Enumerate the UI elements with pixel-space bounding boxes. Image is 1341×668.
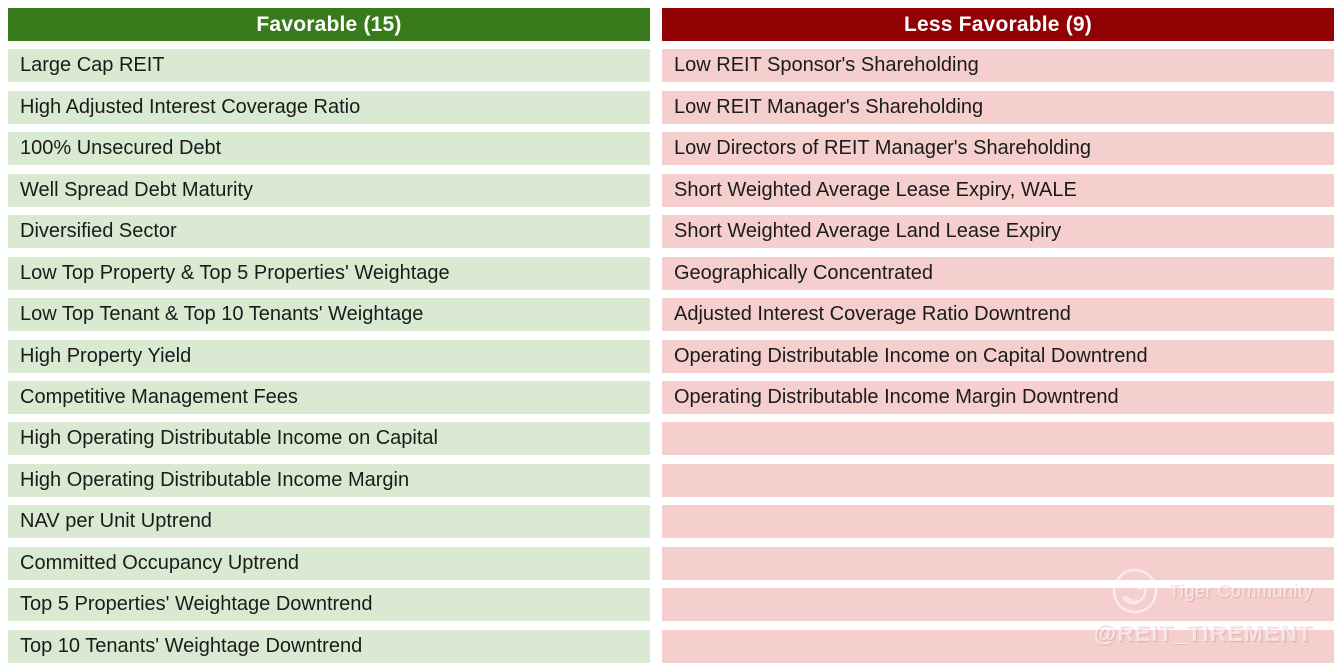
row-label: Low REIT Manager's Shareholding bbox=[674, 95, 984, 118]
table-row: Operating Distributable Income on Capita… bbox=[662, 339, 1334, 373]
table-row: Top 10 Tenants' Weightage Downtrend bbox=[8, 629, 650, 663]
favorable-column: Favorable (15) Large Cap REIT High Adjus… bbox=[8, 8, 650, 664]
table-row: Large Cap REIT bbox=[8, 49, 650, 83]
row-label: Geographically Concentrated bbox=[674, 261, 934, 284]
less-favorable-rows: Low REIT Sponsor's Shareholding Low REIT… bbox=[662, 49, 1334, 663]
table-row: Short Weighted Average Lease Expiry, WAL… bbox=[662, 173, 1334, 207]
table-row: Low Directors of REIT Manager's Sharehol… bbox=[662, 132, 1334, 166]
table-row: High Property Yield bbox=[8, 339, 650, 373]
row-label: Diversified Sector bbox=[20, 220, 177, 243]
row-label: Top 5 Properties' Weightage Downtrend bbox=[20, 593, 373, 616]
table-row: Low REIT Sponsor's Shareholding bbox=[662, 49, 1334, 83]
row-label: Short Weighted Average Lease Expiry, WAL… bbox=[674, 178, 1077, 201]
table-row: Operating Distributable Income Margin Do… bbox=[662, 380, 1334, 414]
table-row: Short Weighted Average Land Lease Expiry bbox=[662, 215, 1334, 249]
row-label: Operating Distributable Income Margin Do… bbox=[674, 385, 1119, 408]
table-row: Well Spread Debt Maturity bbox=[8, 173, 650, 207]
table-row: 100% Unsecured Debt bbox=[8, 132, 650, 166]
table-row: Top 5 Properties' Weightage Downtrend bbox=[8, 588, 650, 622]
row-label: High Operating Distributable Income Marg… bbox=[20, 468, 410, 491]
row-label: Low Top Tenant & Top 10 Tenants' Weighta… bbox=[20, 303, 424, 326]
row-label: Competitive Management Fees bbox=[20, 385, 298, 408]
row-label: Low Top Property & Top 5 Properties' Wei… bbox=[20, 261, 450, 284]
table-row bbox=[662, 505, 1334, 539]
row-label: Low REIT Sponsor's Shareholding bbox=[674, 54, 979, 77]
table-row: Committed Occupancy Uptrend bbox=[8, 546, 650, 580]
table-row bbox=[662, 422, 1334, 456]
less-favorable-column: Less Favorable (9) Low REIT Sponsor's Sh… bbox=[662, 8, 1334, 664]
table-row: NAV per Unit Uptrend bbox=[8, 505, 650, 539]
table-row bbox=[662, 588, 1334, 622]
favorable-column-header: Favorable (15) bbox=[8, 8, 650, 41]
row-label: Adjusted Interest Coverage Ratio Downtre… bbox=[674, 303, 1071, 326]
row-label: High Adjusted Interest Coverage Ratio bbox=[20, 95, 361, 118]
table-row: Low REIT Manager's Shareholding bbox=[662, 90, 1334, 124]
table-row: Diversified Sector bbox=[8, 215, 650, 249]
row-label: Top 10 Tenants' Weightage Downtrend bbox=[20, 634, 363, 657]
row-label: 100% Unsecured Debt bbox=[20, 137, 222, 160]
table-row: Competitive Management Fees bbox=[8, 380, 650, 414]
table-row: Low Top Property & Top 5 Properties' Wei… bbox=[8, 256, 650, 290]
table-row: High Operating Distributable Income on C… bbox=[8, 422, 650, 456]
row-label: NAV per Unit Uptrend bbox=[20, 510, 212, 533]
row-label: Well Spread Debt Maturity bbox=[20, 178, 254, 201]
table-row: High Operating Distributable Income Marg… bbox=[8, 463, 650, 497]
table-row bbox=[662, 546, 1334, 580]
table-row: Geographically Concentrated bbox=[662, 256, 1334, 290]
less-favorable-column-header: Less Favorable (9) bbox=[662, 8, 1334, 41]
row-label: Short Weighted Average Land Lease Expiry bbox=[674, 220, 1062, 243]
row-label: High Property Yield bbox=[20, 344, 192, 367]
row-label: High Operating Distributable Income on C… bbox=[20, 427, 438, 450]
table-row: Adjusted Interest Coverage Ratio Downtre… bbox=[662, 298, 1334, 332]
row-label: Committed Occupancy Uptrend bbox=[20, 551, 300, 574]
row-label: Low Directors of REIT Manager's Sharehol… bbox=[674, 137, 1091, 160]
row-label: Large Cap REIT bbox=[20, 54, 165, 77]
table-row bbox=[662, 629, 1334, 663]
table-row bbox=[662, 463, 1334, 497]
table-row: High Adjusted Interest Coverage Ratio bbox=[8, 90, 650, 124]
table-row: Low Top Tenant & Top 10 Tenants' Weighta… bbox=[8, 298, 650, 332]
row-label: Operating Distributable Income on Capita… bbox=[674, 344, 1148, 367]
favorable-rows: Large Cap REIT High Adjusted Interest Co… bbox=[8, 49, 650, 663]
